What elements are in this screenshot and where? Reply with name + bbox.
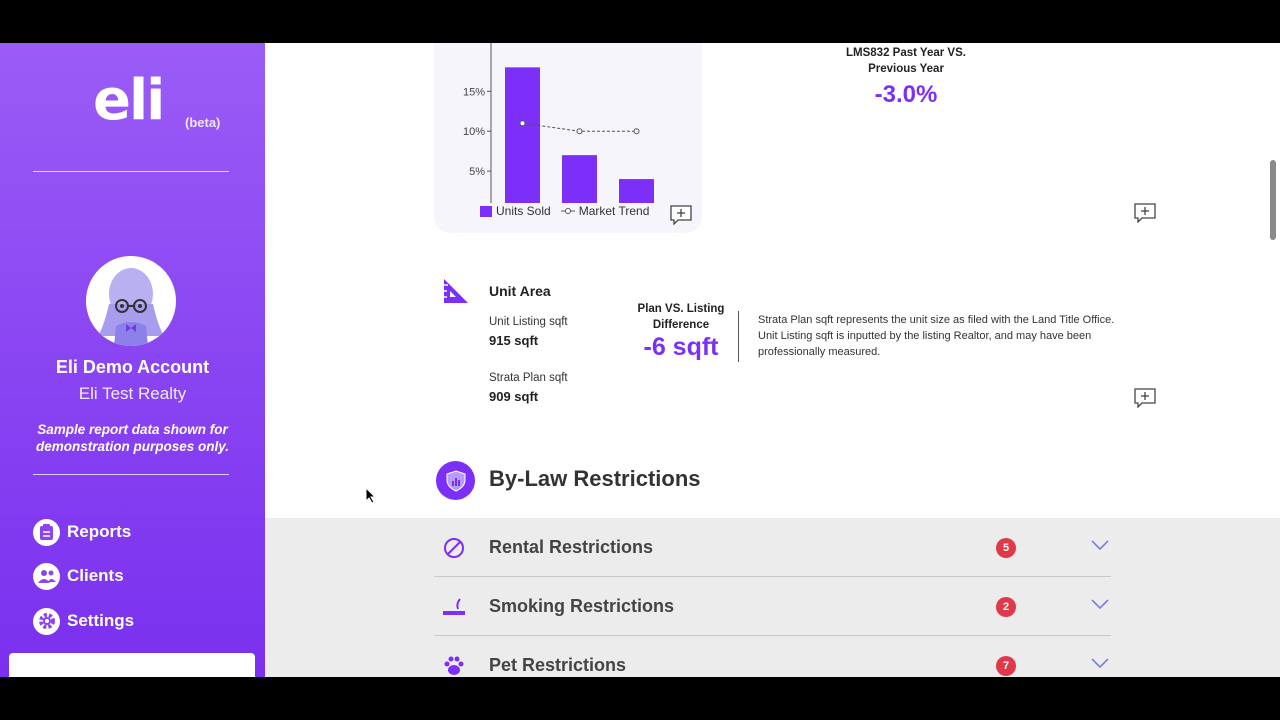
rental-restrictions-row[interactable]: Rental Restrictions 5 bbox=[434, 518, 1111, 577]
paw-icon bbox=[442, 654, 466, 677]
users-icon bbox=[33, 562, 60, 590]
shield-icon bbox=[436, 461, 475, 500]
unit-listing-value: 915 sqft bbox=[489, 333, 539, 348]
pet-restrictions-row[interactable]: Pet Restrictions 7 bbox=[434, 636, 1111, 677]
market-trend-point bbox=[519, 120, 526, 127]
pet-count-badge: 7 bbox=[996, 656, 1016, 676]
comparison-value: -3.0% bbox=[874, 81, 938, 108]
restrictions-list: Rental Restrictions 5 Smoking Restrictio… bbox=[265, 518, 1280, 677]
beta-label: (beta) bbox=[185, 115, 221, 130]
legend-trend-icon bbox=[560, 208, 575, 214]
divider bbox=[738, 311, 739, 362]
rental-restrictions-label: Rental Restrictions bbox=[489, 537, 654, 557]
sidebar-divider bbox=[33, 171, 229, 172]
y-tick-label: 10% bbox=[463, 126, 485, 138]
app-frame: eli (beta) Eli Demo Account Eli Test Rea… bbox=[0, 43, 1280, 677]
account-name: Eli Demo Account bbox=[55, 357, 210, 377]
bar-units-sold bbox=[562, 155, 597, 203]
unit-listing-label: Unit Listing sqft bbox=[489, 316, 568, 328]
chevron-down-icon[interactable] bbox=[1091, 658, 1109, 668]
sidebar-item-label: Clients bbox=[67, 566, 124, 585]
bar-units-sold bbox=[505, 67, 540, 203]
legend-trend-label: Market Trend bbox=[578, 204, 650, 218]
y-tick-label: 5% bbox=[469, 166, 485, 178]
bylaw-section-title: By-Law Restrictions bbox=[489, 466, 701, 491]
difference-label: Plan VS. Listing Difference bbox=[637, 303, 725, 331]
units-sold-chart-card: 0%5%10%15%Last 24–36MonthsLast 12–24Mont… bbox=[434, 43, 702, 233]
unit-area-description: Strata Plan sqft represents the unit siz… bbox=[758, 314, 1115, 358]
smoking-restrictions-label: Smoking Restrictions bbox=[489, 596, 675, 616]
rental-count-badge: 5 bbox=[996, 538, 1016, 558]
add-comment-icon[interactable] bbox=[1134, 388, 1156, 408]
market-trend-point bbox=[576, 128, 583, 135]
octopus-mascot-icon bbox=[98, 268, 164, 346]
add-comment-icon[interactable] bbox=[1134, 203, 1156, 223]
sidebar-item-settings[interactable]: Settings bbox=[33, 607, 134, 635]
sidebar-item-label: Settings bbox=[67, 611, 135, 630]
strata-plan-label: Strata Plan sqft bbox=[489, 372, 568, 384]
unit-area-title: Unit Area bbox=[489, 283, 551, 299]
sidebar-item-clients[interactable]: Clients bbox=[33, 562, 124, 590]
units-sold-chart: 0%5%10%15%Last 24–36MonthsLast 12–24Mont… bbox=[463, 43, 654, 203]
ruler-triangle-icon bbox=[444, 279, 468, 303]
mouse-cursor-icon bbox=[365, 487, 377, 504]
smoking-restrictions-row[interactable]: Smoking Restrictions 2 bbox=[434, 577, 1111, 636]
comparison-label: LMS832 Past Year VS. Previous Year bbox=[846, 47, 966, 75]
market-trend-point bbox=[633, 128, 640, 135]
strata-plan-value: 909 sqft bbox=[489, 389, 539, 404]
sidebar: eli (beta) Eli Demo Account Eli Test Rea… bbox=[0, 43, 265, 677]
legend-units-label: Units Sold bbox=[496, 204, 551, 218]
sidebar-bottom-card[interactable] bbox=[9, 653, 255, 677]
bar-units-sold bbox=[619, 179, 654, 203]
sample-data-note: Sample report data shown for demonstrati… bbox=[35, 422, 230, 454]
legend-units-swatch bbox=[480, 205, 492, 217]
sidebar-item-reports[interactable]: Reports bbox=[33, 518, 131, 546]
eli-logo[interactable]: eli bbox=[93, 68, 165, 133]
sidebar-divider bbox=[33, 474, 229, 475]
cigarette-icon bbox=[442, 595, 466, 619]
clipboard-icon bbox=[33, 518, 60, 546]
chevron-down-icon[interactable] bbox=[1091, 540, 1109, 550]
gear-icon bbox=[33, 607, 60, 635]
add-comment-icon[interactable] bbox=[670, 205, 692, 225]
chevron-down-icon[interactable] bbox=[1091, 599, 1109, 609]
y-tick-label: 15% bbox=[463, 86, 485, 98]
main-content: 0%5%10%15%Last 24–36MonthsLast 12–24Mont… bbox=[265, 43, 1280, 677]
pet-restrictions-label: Pet Restrictions bbox=[489, 655, 627, 675]
no-rental-icon bbox=[442, 536, 466, 560]
smoking-count-badge: 2 bbox=[996, 597, 1016, 617]
chart-legend: Units Sold Market Trend bbox=[480, 204, 649, 218]
difference-value: -6 sqft bbox=[643, 333, 719, 361]
account-org: Eli Test Realty bbox=[78, 384, 187, 403]
sidebar-item-label: Reports bbox=[67, 522, 132, 541]
scrollbar-thumb[interactable] bbox=[1270, 160, 1276, 240]
avatar[interactable] bbox=[86, 256, 176, 346]
